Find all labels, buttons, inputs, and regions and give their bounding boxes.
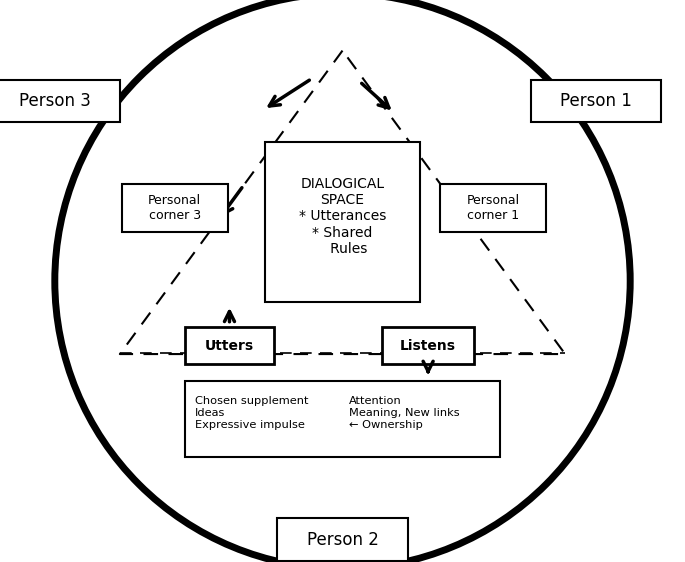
FancyBboxPatch shape (0, 80, 120, 123)
Text: Chosen supplement
Ideas
Expressive impulse: Chosen supplement Ideas Expressive impul… (195, 396, 309, 430)
Text: Person 3: Person 3 (19, 92, 90, 110)
Text: DIALOGICAL
SPACE
* Utterances
* Shared
   Rules: DIALOGICAL SPACE * Utterances * Shared R… (299, 177, 386, 256)
Text: Person 1: Person 1 (560, 92, 632, 110)
FancyBboxPatch shape (382, 327, 474, 364)
FancyBboxPatch shape (440, 184, 547, 232)
FancyBboxPatch shape (185, 381, 500, 456)
Text: Listens: Listens (400, 339, 456, 352)
Text: Personal
corner 1: Personal corner 1 (466, 194, 520, 222)
FancyBboxPatch shape (185, 327, 274, 364)
FancyBboxPatch shape (277, 518, 408, 561)
FancyBboxPatch shape (531, 80, 661, 123)
FancyBboxPatch shape (265, 142, 419, 302)
Text: Person 2: Person 2 (307, 531, 378, 549)
Text: Personal
corner 3: Personal corner 3 (148, 194, 201, 222)
Text: Attention
Meaning, New links
← Ownership: Attention Meaning, New links ← Ownership (349, 396, 460, 430)
Text: Utters: Utters (205, 339, 254, 352)
FancyBboxPatch shape (121, 184, 227, 232)
